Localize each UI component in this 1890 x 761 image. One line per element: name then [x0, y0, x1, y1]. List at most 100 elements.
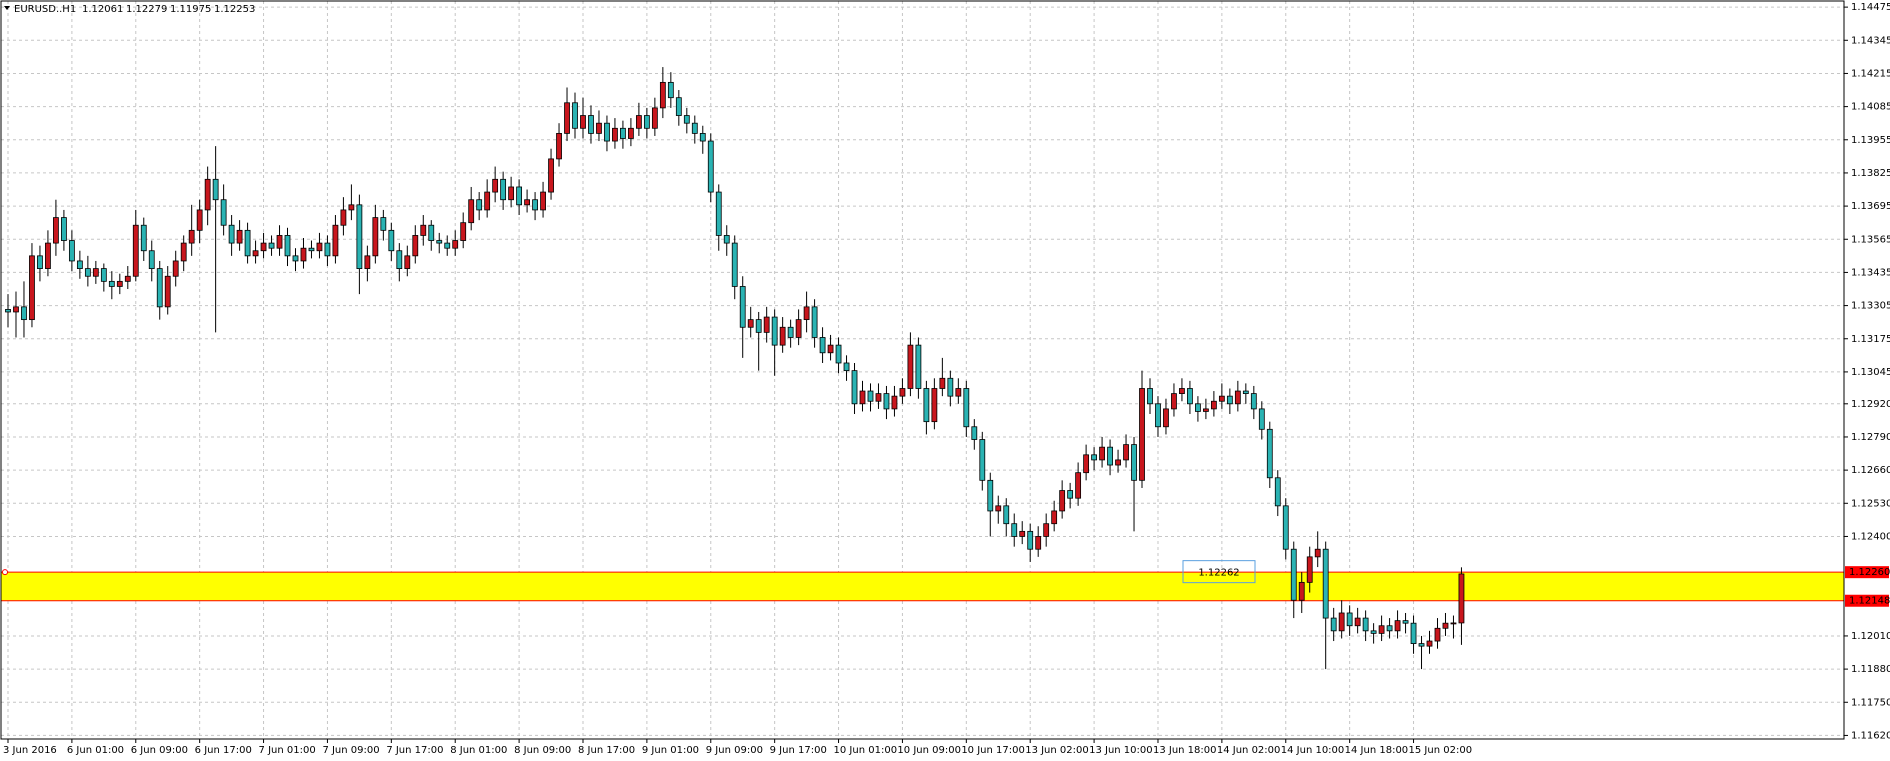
y-tick-label: 1.13435	[1851, 267, 1890, 278]
candle-body	[947, 377, 954, 397]
candle-body	[851, 370, 858, 405]
candle-body	[1123, 444, 1129, 461]
candle-body	[1019, 530, 1026, 537]
candle-body	[643, 115, 650, 129]
y-tick-label: 1.11880	[1851, 664, 1890, 675]
x-tick-label: 10 Jun 09:00	[897, 745, 961, 756]
candle-body	[1450, 622, 1457, 625]
candle-body	[1290, 548, 1297, 601]
candle-body	[715, 191, 722, 236]
ohlc-low: 1.11975	[170, 4, 211, 15]
level-label: 1.12260	[1849, 567, 1890, 578]
candle-body	[132, 224, 139, 277]
candle-body	[212, 178, 219, 201]
candle-body	[1210, 400, 1217, 410]
x-tick-label: 7 Jun 09:00	[322, 745, 379, 756]
candle-body	[819, 337, 826, 354]
candle-body	[628, 127, 634, 139]
y-tick-label: 1.14085	[1851, 102, 1890, 113]
candle-body	[196, 209, 203, 231]
candle-body	[324, 242, 331, 257]
candle-body	[1314, 548, 1321, 558]
candle-body	[604, 122, 610, 142]
candle-body	[452, 240, 459, 249]
candle-body	[124, 275, 131, 282]
x-tick-label: 6 Jun 09:00	[131, 745, 188, 756]
x-tick-label: 15 Jun 02:00	[1409, 745, 1473, 756]
candle-body	[963, 388, 970, 428]
candle-body	[955, 388, 962, 397]
candle-body	[1179, 388, 1185, 394]
candle-body	[564, 102, 570, 134]
candle-body	[843, 362, 850, 372]
candle-body	[1346, 612, 1353, 627]
x-tick-label: 8 Jun 17:00	[578, 745, 635, 756]
menu-arrow[interactable]	[4, 6, 10, 10]
y-tick-label: 1.13695	[1851, 201, 1890, 212]
candle-body	[468, 199, 475, 224]
candle-body	[532, 199, 538, 211]
candle-body	[691, 122, 698, 134]
candle-body	[1362, 617, 1369, 632]
candle-body	[260, 242, 267, 252]
zone: 1.12262	[1, 560, 1844, 602]
ohlc-close: 1.12253	[214, 4, 255, 15]
candle-body	[1402, 620, 1409, 624]
candle-body	[1043, 523, 1050, 537]
candle-body	[1075, 472, 1082, 499]
candle-body	[364, 255, 371, 269]
candle-body	[1442, 622, 1449, 629]
x-tick-label: 10 Jun 01:00	[834, 745, 898, 756]
candle-body	[396, 250, 403, 269]
x-tick-label: 8 Jun 01:00	[450, 745, 507, 756]
candle-body	[803, 306, 810, 321]
y-tick-label: 1.13565	[1851, 234, 1890, 245]
candle-body	[61, 217, 67, 241]
candle-body	[37, 255, 43, 269]
candle-body	[1370, 630, 1377, 634]
candle-body	[340, 209, 347, 226]
candle-body	[1298, 581, 1305, 601]
candle-body	[13, 306, 19, 313]
candle-body	[987, 479, 994, 512]
candle-body	[244, 229, 251, 257]
level-tag	[1845, 566, 1889, 579]
x-tick-label: 10 Jun 17:00	[961, 745, 1025, 756]
candle-body	[620, 127, 626, 139]
candle-body	[76, 260, 83, 269]
candle-body	[180, 242, 187, 262]
x-tick-label: 6 Jun 01:00	[67, 745, 124, 756]
candle-body	[524, 199, 530, 206]
candle-body	[699, 132, 706, 142]
candle-body	[835, 344, 842, 364]
x-tick-label: 8 Jun 09:00	[514, 745, 571, 756]
candle-body	[795, 319, 802, 338]
candle-body	[220, 199, 227, 226]
ohlc-high: 1.12279	[126, 4, 167, 15]
candle-body	[827, 344, 834, 354]
candles	[5, 67, 1465, 670]
candle-body	[1099, 446, 1105, 461]
candle-body	[1386, 625, 1393, 632]
candle-body	[29, 255, 35, 321]
y-tick-label: 1.11620	[1851, 730, 1890, 741]
candle-body	[995, 505, 1002, 512]
candle-body	[1226, 395, 1233, 405]
candle-body	[1011, 523, 1018, 537]
candle-body	[923, 388, 930, 423]
candle-body	[108, 280, 115, 287]
y-tick-label: 1.12530	[1851, 498, 1890, 509]
candle-body	[100, 268, 107, 282]
ohlc-open: 1.12061	[82, 4, 123, 15]
candle-body	[763, 316, 770, 333]
candle-body	[1322, 548, 1329, 619]
candle-body	[92, 268, 99, 277]
candle-body	[156, 268, 163, 308]
candle-body	[939, 377, 946, 389]
candle-body	[651, 107, 658, 129]
candle-body	[540, 191, 546, 211]
candle-body	[1051, 510, 1058, 525]
candle-body	[1155, 403, 1161, 428]
candle-body	[1083, 454, 1090, 474]
candle-body	[5, 309, 11, 313]
